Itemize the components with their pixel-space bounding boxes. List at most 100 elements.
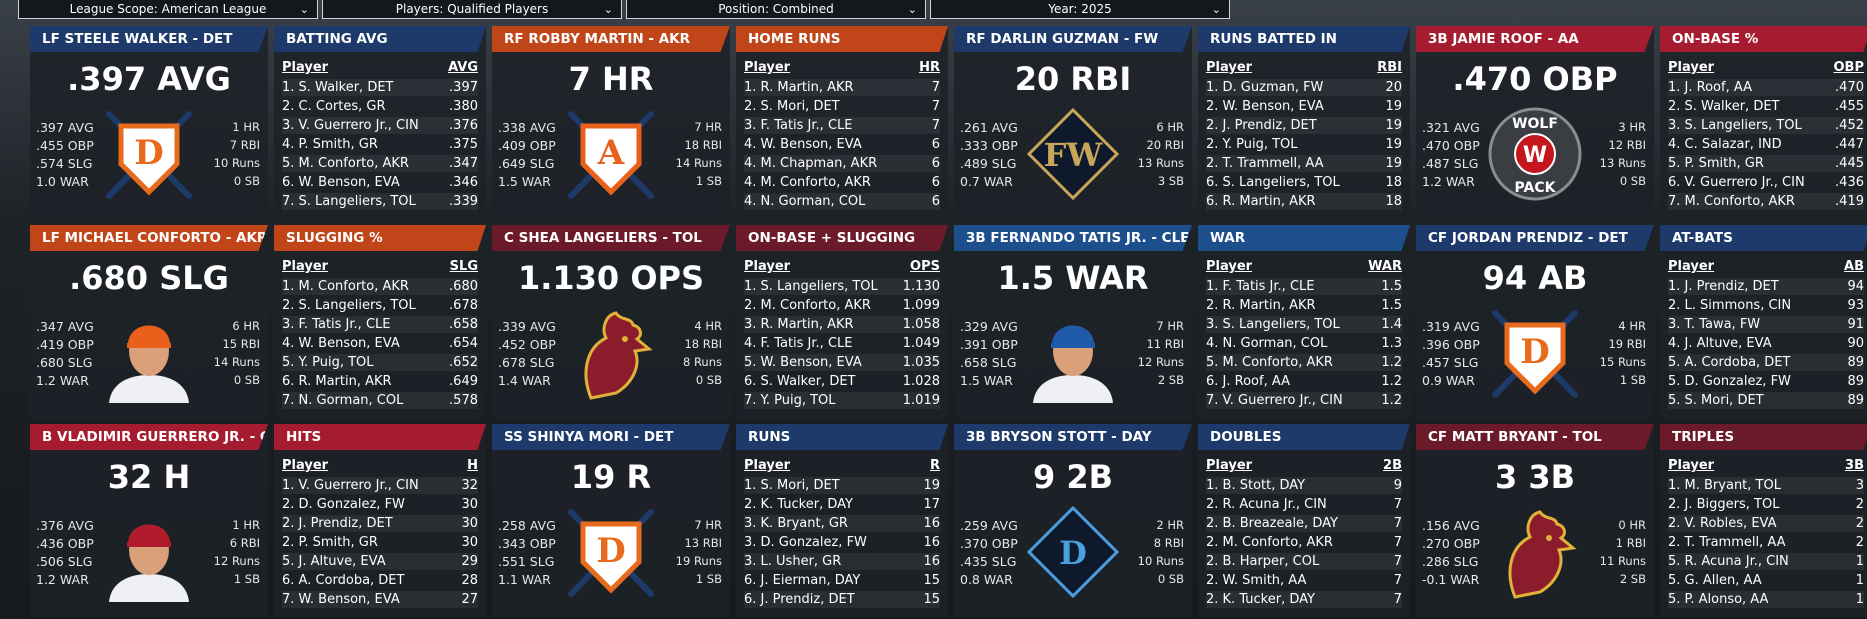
player-name: 2. S. Mori, DET: [744, 99, 840, 114]
stat-value: 1.028: [902, 374, 940, 389]
player-name: 2. V. Robles, EVA: [1668, 516, 1777, 531]
player-name: 7. M. Conforto, AKR: [1668, 194, 1795, 209]
headline-stat: .397 AVG: [67, 60, 231, 98]
stat-line: 7 HR: [1156, 319, 1184, 333]
stat-value: 7: [1393, 554, 1402, 569]
stat-line: 1.4 WAR: [498, 373, 551, 388]
board-row: 2. B. Harper, COL 7: [1206, 553, 1402, 570]
player-name: 3. K. Bryant, GR: [744, 516, 848, 531]
logo-letter: FW: [1044, 136, 1104, 174]
column-header: Player: [744, 458, 791, 473]
player-name: 5. D. Gonzalez, FW: [1668, 374, 1791, 389]
stat-line: .678 SLG: [498, 355, 555, 370]
stat-value: 1.5: [1381, 279, 1402, 294]
board-row: 2. S. Walker, DET .455: [1668, 98, 1864, 115]
stat-line: 0.9 WAR: [1422, 373, 1475, 388]
leaderboard: HOME RUNS Player HR 1. R. Martin, AKR 7 2. S.…: [736, 26, 948, 219]
filter-dropdown[interactable]: Year: 2025 ⌄: [930, 0, 1230, 19]
leaderboard: HITS Player H 1. V. Guerrero Jr., CIN 32 2. D…: [274, 424, 486, 617]
cap: [128, 325, 170, 345]
board-row: 3. K. Bryant, GR 16: [744, 515, 940, 532]
board-row: 3. R. Martin, AKR 1.058: [744, 316, 940, 333]
stat-line: 13 Runs: [1599, 156, 1646, 170]
stat-value: 15: [923, 573, 940, 588]
column-header: H: [467, 458, 478, 473]
stat-value: 89: [1847, 393, 1864, 408]
stat-value: 29: [461, 554, 478, 569]
player-name: 5. S. Mori, DET: [1668, 393, 1764, 408]
board-row: 1. F. Tatis Jr., CLE 1.5: [1206, 278, 1402, 295]
diamond: [1026, 107, 1120, 201]
stat-value: .649: [449, 374, 478, 389]
stat-value: 93: [1847, 298, 1864, 313]
leader-tag: 3B BRYSON STOTT - DAY: [954, 424, 1192, 450]
stat-line: .419 OBP: [36, 337, 94, 352]
filter-dropdown[interactable]: Position: Combined ⌄: [626, 0, 926, 19]
player-name: 2. R. Martin, AKR: [1206, 298, 1316, 313]
stat-line: .487 SLG: [1422, 156, 1479, 171]
board-title: RUNS BATTED IN: [1198, 26, 1410, 52]
stat-line: 1 HR: [232, 518, 260, 532]
board-row: 2. J. Prendiz, DET 19: [1206, 117, 1402, 134]
board-title: HOME RUNS: [736, 26, 948, 52]
leader-card: RF ROBBY MARTIN - AKR 7 HR A .338 AVG .409 O…: [492, 26, 730, 219]
stat-line: .649 SLG: [498, 156, 555, 171]
player-name: 7. V. Guerrero Jr., CIN: [1206, 393, 1343, 408]
board-row: 5. R. Acuna Jr., CIN 1: [1668, 553, 1864, 570]
player-name: 3. S. Langeliers, TOL: [1206, 317, 1340, 332]
headline-stat: 7 HR: [568, 60, 654, 98]
leaderboard: ON-BASE % Player OBP 1. J. Roof, AA .470 2. S…: [1660, 26, 1867, 219]
player-name: 7. N. Gorman, COL: [282, 393, 404, 408]
player-name: 4. C. Salazar, IND: [1668, 137, 1782, 152]
filter-dropdown[interactable]: League Scope: American League ⌄: [18, 0, 318, 19]
stat-line: -0.1 WAR: [1422, 572, 1480, 587]
stat-line: .470 OBP: [1422, 138, 1480, 153]
board-row: 3. L. Usher, GR 16: [744, 553, 940, 570]
board-row: 5. D. Gonzalez, FW 89: [1668, 373, 1864, 390]
board-title: BATTING AVG: [274, 26, 486, 52]
stat-value: 6: [931, 156, 940, 171]
column-header: Player: [744, 259, 791, 274]
stat-value: .452: [1835, 118, 1864, 133]
column-header: 3B: [1845, 458, 1864, 473]
column-header: Player: [1206, 60, 1253, 75]
leaderboard: WAR Player WAR 1. F. Tatis Jr., CLE 1.5 2. R.…: [1198, 225, 1410, 418]
headline-stat: 20 RBI: [1014, 60, 1132, 98]
board-row: 5. Y. Puig, TOL .652: [282, 354, 478, 371]
player-name: 5. J. Altuve, EVA: [282, 554, 386, 569]
stat-line: 0 HR: [1618, 518, 1646, 532]
board-row: 1. S. Mori, DET 19: [744, 477, 940, 494]
stat-value: 2: [1855, 535, 1864, 550]
stat-line: 8 Runs: [682, 355, 722, 369]
board-row: 2. S. Mori, DET 7: [744, 98, 940, 115]
filter-label: League Scope: American League: [69, 2, 267, 16]
stat-line: 1.2 WAR: [1422, 174, 1475, 189]
stat-line: 0.7 WAR: [960, 174, 1013, 189]
board-row: 6. A. Cordoba, DET 28: [282, 572, 478, 589]
column-header: Player: [282, 60, 329, 75]
player-name: 2. M. Conforto, AKR: [1206, 535, 1333, 550]
player-name: 6. S. Walker, DET: [744, 374, 856, 389]
stat-line: 1.5 WAR: [498, 174, 551, 189]
stat-line: 13 RBI: [684, 536, 722, 550]
board-row: 4. N. Gorman, COL 1.3: [1206, 335, 1402, 352]
stat-line: .370 OBP: [960, 536, 1018, 551]
board-row: 2. R. Martin, AKR 1.5: [1206, 297, 1402, 314]
stat-line: 1 SB: [695, 572, 722, 586]
stat-line: 1 SB: [1619, 373, 1646, 387]
stat-value: 1.049: [902, 336, 940, 351]
headline-stat: 3 3B: [1494, 458, 1576, 496]
player-name: 4. N. Gorman, COL: [744, 194, 866, 209]
logo-letter: D: [1059, 534, 1087, 572]
headline-stat: 1.5 WAR: [997, 259, 1149, 297]
filter-dropdown[interactable]: Players: Qualified Players ⌄: [322, 0, 622, 19]
board-title: WAR: [1198, 225, 1410, 251]
board-row: 2. T. Trammell, AA 2: [1668, 534, 1864, 551]
board-row: 5. M. Conforto, AKR 1.2: [1206, 354, 1402, 371]
stat-value: 7: [931, 99, 940, 114]
logo-bottom: PACK: [1515, 180, 1557, 196]
stat-value: 2: [1855, 497, 1864, 512]
dropdown-chevron: ⌄: [603, 3, 613, 16]
stat-value: .447: [1835, 137, 1864, 152]
stat-value: 16: [923, 554, 940, 569]
